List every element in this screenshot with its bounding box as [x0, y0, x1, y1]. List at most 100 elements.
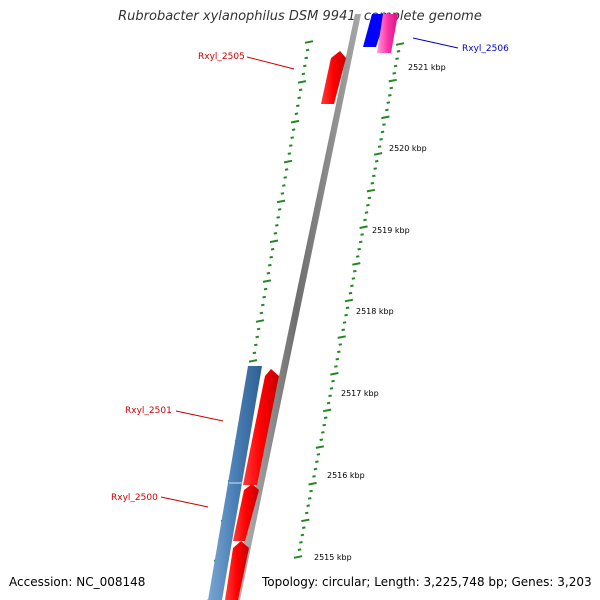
- scale-dot: [259, 311, 264, 315]
- scale-dot: [269, 255, 273, 259]
- scale-dot: [366, 188, 376, 193]
- scale-dot: [306, 504, 310, 507]
- scale-dot: [385, 108, 389, 112]
- scale-dot: [330, 372, 339, 376]
- scale-dot: [297, 548, 302, 551]
- scale-dot: [291, 128, 296, 131]
- scale-dot: [338, 343, 343, 346]
- scale-dot: [373, 152, 383, 156]
- scale-dot: [341, 328, 345, 332]
- scale-dot: [388, 94, 392, 97]
- scale-dot: [304, 511, 309, 515]
- gene-arrow-rxyl-2507[interactable]: [377, 14, 398, 53]
- scale-dot: [308, 481, 317, 486]
- scale-dot: [290, 119, 300, 124]
- scale-dot: [273, 232, 278, 235]
- scale-dot: [276, 199, 286, 204]
- scale-dot: [303, 64, 307, 68]
- tick-label: 2517 kbp: [341, 389, 379, 398]
- gene-label-rxyl-2500[interactable]: Rxyl_2500: [111, 493, 209, 508]
- scale-dot: [395, 57, 399, 60]
- scale-dot: [366, 203, 370, 207]
- scale-dot: [395, 42, 405, 46]
- gene-arrow-rxyl-2500[interactable]: [233, 484, 259, 541]
- dotted-track-right: [293, 42, 405, 559]
- scale-dot: [248, 359, 258, 363]
- scale-dot: [370, 181, 375, 185]
- scale-dot: [350, 284, 354, 288]
- gene-label-rxyl-2506[interactable]: Rxyl_2506: [412, 37, 509, 54]
- gene-label-rxyl-2505[interactable]: Rxyl_2505: [198, 52, 295, 70]
- scale-dot: [359, 225, 368, 229]
- scale-dot: [297, 96, 301, 100]
- scale-dot: [262, 295, 266, 299]
- scale-dot: [323, 416, 328, 420]
- accession-text: Accession: NC_008148: [9, 575, 146, 589]
- scale-dot: [304, 40, 314, 44]
- tick-label: 2520 kbp: [389, 144, 427, 153]
- scale-dot: [294, 112, 299, 116]
- gene-cluster-blue-band: [208, 366, 262, 600]
- scale-dot: [335, 357, 340, 361]
- svg-text:Rxyl_2501: Rxyl_2501: [125, 406, 172, 416]
- scale-dot: [388, 78, 397, 83]
- tick-label: 2519 kbp: [372, 226, 410, 235]
- scale-dot: [266, 271, 271, 275]
- scale-dot: [329, 387, 334, 390]
- scale-dot: [300, 533, 305, 537]
- gene-label-rxyl-2501[interactable]: Rxyl_2501: [125, 406, 224, 422]
- scale-tick-labels: 2521 kbp 2520 kbp 2519 kbp 2518 kbp 2517…: [314, 63, 446, 562]
- scale-dot: [299, 541, 303, 544]
- scale-dot: [255, 319, 265, 323]
- scale-dot: [260, 303, 265, 307]
- scale-dot: [277, 208, 282, 211]
- scale-dot: [353, 269, 357, 273]
- scale-dot: [357, 247, 361, 251]
- scale-dot: [301, 72, 306, 76]
- gene-arrow-rxyl-2505[interactable]: [321, 51, 346, 104]
- scale-dot: [321, 431, 325, 434]
- genome-backbone: [232, 14, 361, 600]
- svg-text:Rxyl_2505: Rxyl_2505: [198, 52, 245, 62]
- svg-text:Rxyl_2500: Rxyl_2500: [111, 493, 158, 503]
- scale-dot: [344, 298, 354, 303]
- scale-dot: [287, 152, 292, 155]
- scale-dot: [268, 263, 272, 267]
- scale-dot: [307, 497, 312, 500]
- scale-dot: [276, 216, 280, 219]
- scale-dot: [372, 174, 376, 178]
- gene-arrow-rxyl-2499[interactable]: [225, 541, 249, 600]
- scale-dot: [393, 64, 398, 68]
- scale-dot: [328, 394, 332, 398]
- scale-dot: [255, 335, 260, 339]
- gene-arrow-rxyl-2501[interactable]: [243, 369, 279, 485]
- scale-dot: [315, 460, 319, 463]
- scale-dot: [293, 555, 303, 559]
- scale-dot: [386, 101, 391, 104]
- scale-dot: [252, 351, 257, 355]
- gene-arrow-rxyl-2506[interactable]: [363, 14, 387, 47]
- scale-dot: [389, 86, 394, 90]
- scale-dot: [373, 167, 377, 170]
- scale-dot: [301, 518, 310, 523]
- scale-dot: [367, 196, 372, 200]
- svg-text:Rxyl_2506: Rxyl_2506: [462, 44, 509, 54]
- scale-dot: [319, 438, 324, 442]
- scale-dot: [345, 306, 350, 310]
- scale-dot: [296, 104, 300, 108]
- topology-text: Topology: circular; Length: 3,225,748 bp…: [262, 575, 592, 589]
- scale-dot: [322, 423, 326, 427]
- scale-dot: [309, 489, 313, 493]
- scale-dot: [392, 72, 396, 75]
- scale-dot: [355, 255, 360, 258]
- scale-dot: [334, 365, 338, 368]
- scale-dot: [358, 240, 363, 244]
- scale-dot: [274, 224, 279, 227]
- scale-dot: [290, 136, 295, 139]
- scale-dot: [289, 144, 293, 147]
- scale-dot: [254, 343, 258, 347]
- scale-dot: [337, 335, 346, 339]
- scale-dot: [302, 526, 306, 529]
- scale-dot: [380, 130, 385, 134]
- tick-label: 2516 kbp: [327, 471, 365, 480]
